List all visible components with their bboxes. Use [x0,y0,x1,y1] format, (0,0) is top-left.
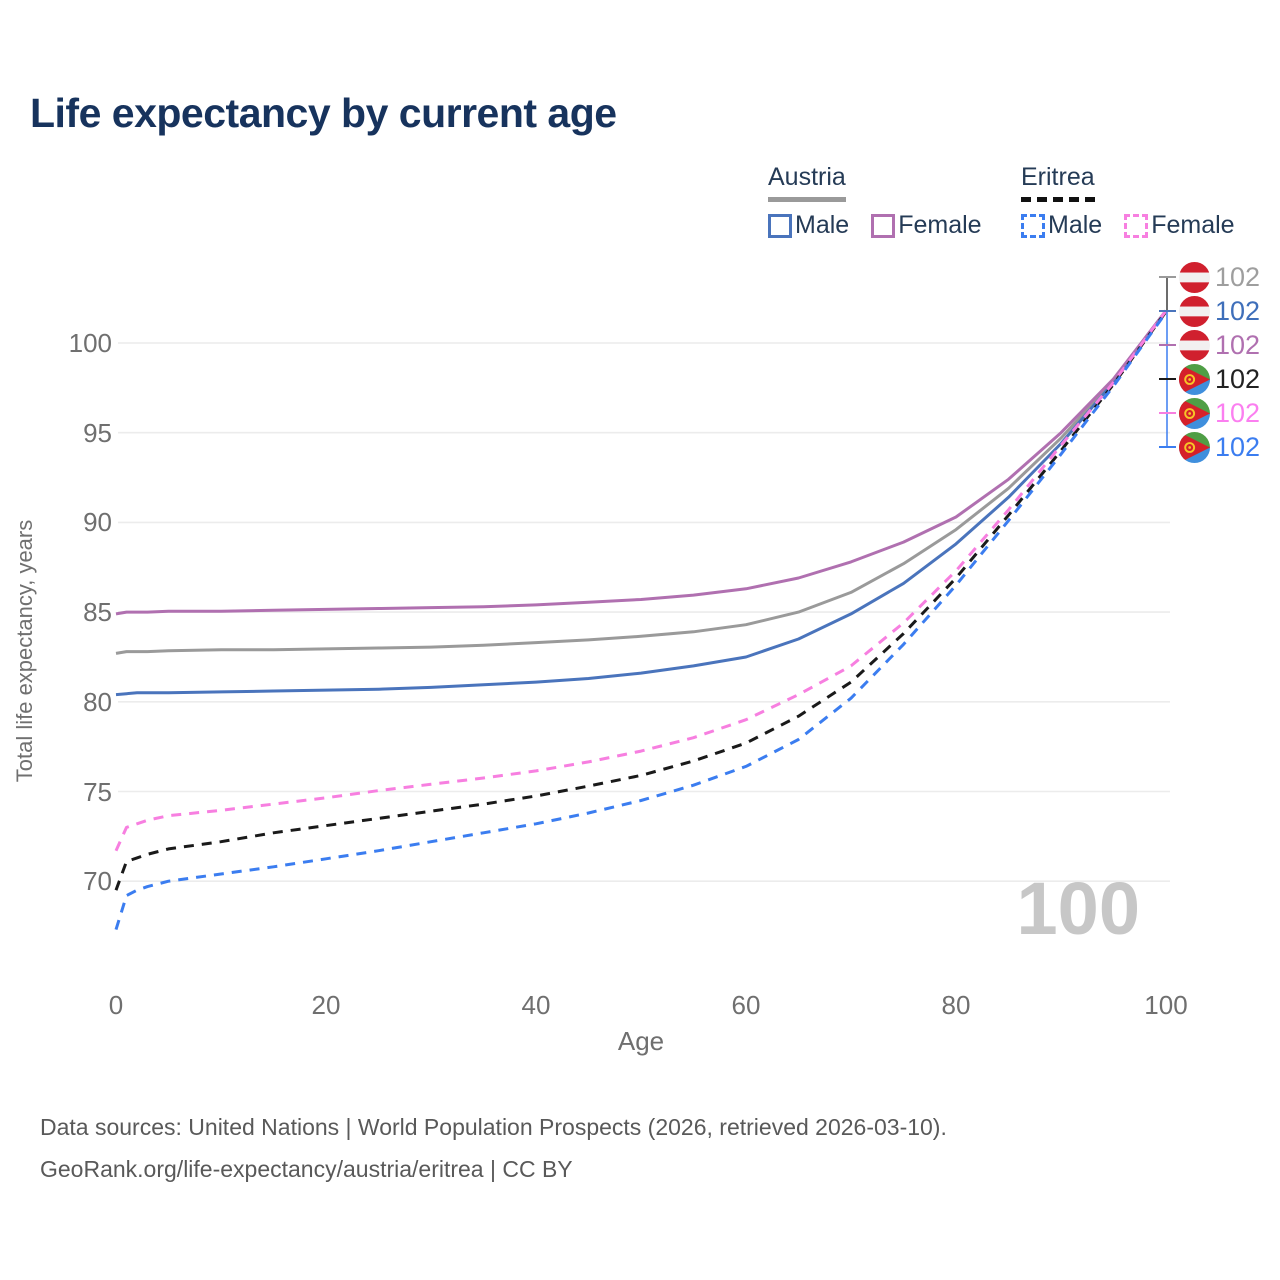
eritrea-male-swatch-icon [1021,213,1045,238]
y-axis-title: Total life expectancy, years [12,519,37,783]
legend-item-austria-male[interactable]: Male [768,211,849,240]
austria-male-swatch-icon [768,213,792,238]
series-line-eritrea-female[interactable] [114,309,1168,852]
footer: Data sources: United Nations | World Pop… [40,1106,947,1190]
legend-item-label: Male [1048,211,1103,239]
austria-flag-icon [1179,330,1210,361]
x-tick-label-100: 100 [1144,990,1188,1020]
footer-attribution: GeoRank.org/life-expectancy/austria/erit… [40,1156,573,1182]
end-value-label-austria-male: 102 [1215,295,1261,326]
x-tick-label-60: 60 [731,990,761,1020]
legend-item-eritrea-male[interactable]: Male [1021,211,1102,240]
x-tick-label-80: 80 [941,990,971,1020]
end-value-label-eritrea-female: 102 [1215,397,1261,428]
y-tick-label-80: 80 [83,686,112,717]
end-label-row-austria-male: 102 [1179,294,1260,328]
series-line-austria-male[interactable] [115,309,1168,697]
end-label-row-eritrea-male: 102 [1179,430,1260,464]
legend-item-eritrea-female[interactable]: Female [1124,211,1235,240]
end-value-label-eritrea-male: 102 [1215,431,1261,462]
page-title: Life expectancy by current age [30,90,617,136]
legend-austria-label[interactable]: Austria [768,163,846,202]
end-label-row-austria-female: 102 [1179,328,1260,362]
legend-item-label: Female [898,211,982,239]
austria-flag-icon [1179,262,1210,293]
y-tick-label-75: 75 [83,776,112,807]
eritrea-flag-icon [1179,364,1210,395]
hover-age-watermark: 100 [1016,867,1140,950]
footer-data-sources: Data sources: United Nations | World Pop… [40,1114,947,1140]
eritrea-female-swatch-icon [1124,213,1149,238]
end-value-label-austria-female: 102 [1215,329,1261,360]
legend-item-label: Male [795,211,850,239]
y-tick-label-95: 95 [83,417,112,448]
eritrea-flag-icon [1179,432,1210,463]
series-line-austria-female[interactable] [115,309,1168,616]
series-line-austria[interactable] [115,309,1168,655]
end-label-row-eritrea: 102 [1179,362,1260,396]
x-axis-title: Age [617,1026,665,1056]
x-tick-label-0: 0 [108,990,124,1020]
x-tick-label-40: 40 [521,990,551,1020]
legend-eritrea-label[interactable]: Eritrea [1021,163,1095,202]
y-tick-label-90: 90 [83,507,112,538]
legend-item-label: Female [1151,211,1235,239]
eritrea-flag-icon [1179,398,1210,429]
y-tick-label-85: 85 [83,597,112,628]
end-label-row-austria: 102 [1179,260,1260,294]
end-value-label-austria: 102 [1215,261,1261,292]
end-value-label-eritrea: 102 [1215,363,1261,394]
austria-flag-icon [1179,296,1210,327]
legend-group-austria: Austria Male Female [768,163,982,240]
austria-female-swatch-icon [871,213,896,238]
y-tick-label-100: 100 [68,328,112,358]
x-tick-label-20: 20 [311,990,341,1020]
end-label-row-eritrea-female: 102 [1179,396,1260,430]
series-line-eritrea-male[interactable] [114,311,1168,931]
legend-item-austria-female[interactable]: Female [871,211,982,240]
series-line-eritrea[interactable] [114,310,1168,891]
legend-group-eritrea: Eritrea Male Female [1021,163,1235,240]
y-tick-label-70: 70 [83,866,112,897]
